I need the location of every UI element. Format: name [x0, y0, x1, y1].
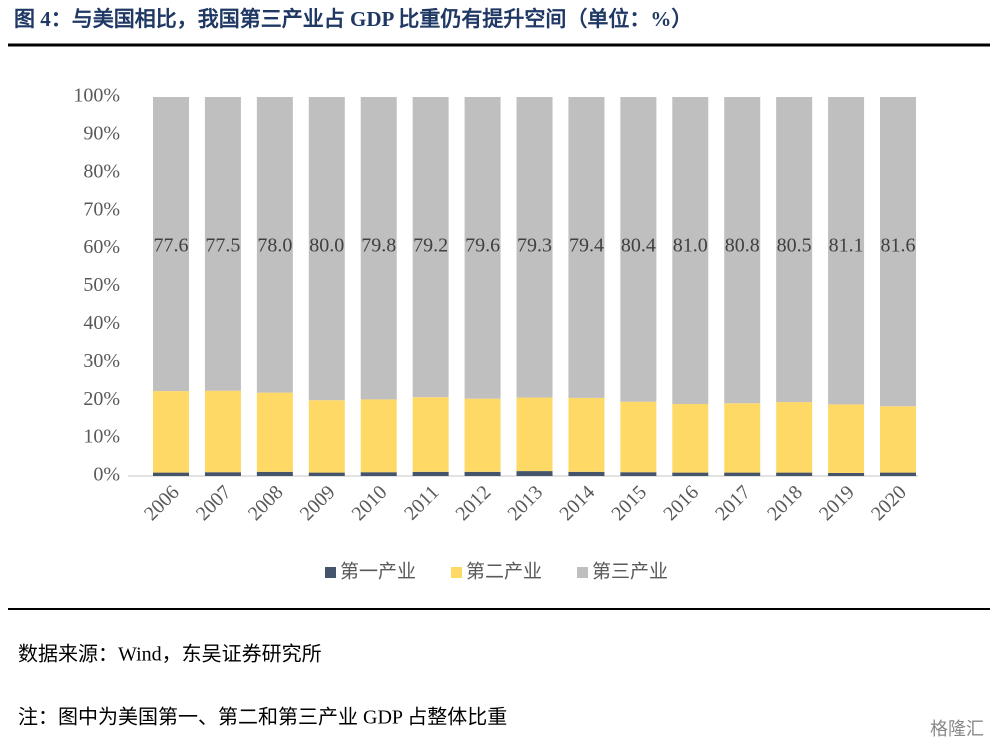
bar-segment: [568, 97, 605, 398]
source: 数据来源：Wind，东吴证券研究所: [18, 643, 322, 666]
bar-segment: [412, 97, 449, 398]
bar-segment: [828, 97, 865, 405]
legend-label: 第二产业: [466, 560, 542, 582]
data-label: 81.6: [881, 235, 916, 257]
legend-label: 第三产业: [592, 560, 668, 582]
bar-segment: [724, 472, 761, 476]
bar-segment: [412, 397, 449, 472]
data-label: 81.0: [673, 235, 708, 257]
bar-segment: [620, 97, 657, 402]
bar-segment: [880, 406, 917, 473]
bar-segment: [256, 97, 293, 393]
legend-swatch: [451, 567, 462, 578]
bar-segment: [464, 97, 501, 399]
bar-segment: [153, 97, 189, 392]
y-tick-label: 60%: [83, 236, 120, 258]
bar-segment: [360, 472, 397, 476]
bar-segment: [828, 472, 865, 476]
y-tick-label: 90%: [83, 122, 120, 144]
legend-swatch: [325, 567, 336, 578]
y-tick-label: 50%: [83, 274, 120, 296]
y-tick-label: 40%: [83, 312, 120, 334]
y-tick-label: 70%: [83, 198, 120, 220]
bar-segment: [672, 403, 709, 473]
x-tick-label: 2019: [815, 481, 859, 525]
x-tick-label: 2011: [400, 481, 443, 524]
bar-segment: [724, 403, 761, 473]
bar-segment: [880, 472, 917, 476]
x-tick-label: 2008: [244, 481, 288, 525]
x-tick-label: 2010: [348, 481, 392, 525]
x-tick-label: 2020: [867, 481, 911, 525]
x-tick-label: 2006: [140, 481, 184, 525]
bar-segment: [256, 392, 293, 472]
data-label: 79.2: [413, 235, 448, 257]
y-tick-label: 30%: [83, 350, 120, 372]
bar-segment: [412, 471, 449, 476]
bar-segment: [153, 472, 189, 476]
note: 注：图中为美国第一、第二和第三产业 GDP 占整体比重: [18, 706, 507, 729]
bar-segment: [204, 97, 241, 391]
bar-segment: [464, 471, 501, 476]
bar-segment: [776, 472, 813, 476]
bar-segment: [828, 404, 865, 473]
bar-segment: [308, 472, 345, 476]
bar-segment: [568, 397, 605, 472]
chart-title: 图 4：与美国相比，我国第三产业占 GDP 比重仍有提升空间（单位：%）: [14, 7, 692, 31]
x-tick-label: 2013: [503, 481, 547, 525]
x-tick-label: 2007: [192, 481, 236, 525]
legend-swatch: [577, 567, 588, 578]
bar-segment: [516, 397, 553, 472]
bar-segment: [256, 471, 293, 476]
y-tick-label: 20%: [83, 388, 120, 410]
data-label: 78.0: [257, 235, 292, 257]
x-tick-label: 2012: [452, 481, 496, 525]
y-tick-label: 100%: [73, 85, 120, 107]
y-tick-label: 80%: [83, 160, 120, 182]
data-label: 80.0: [309, 235, 344, 257]
bar-segment: [516, 471, 553, 476]
y-tick-label: 0%: [93, 464, 120, 486]
bar-segment: [776, 97, 813, 403]
bar-segment: [204, 390, 241, 473]
data-label: 81.1: [829, 235, 864, 257]
y-tick-label: 10%: [83, 426, 120, 448]
bar-segment: [620, 401, 657, 473]
bar-segment: [620, 472, 657, 476]
bar-segment: [880, 97, 917, 407]
watermark: 格隆汇: [930, 719, 984, 740]
bar-segment: [516, 97, 553, 398]
x-tick-label: 2009: [296, 481, 340, 525]
bar-segment: [308, 400, 345, 473]
data-label: 79.8: [361, 235, 396, 257]
data-label: 77.5: [205, 235, 240, 257]
data-label: 80.4: [621, 235, 656, 257]
bar-segment: [360, 97, 397, 400]
bar-segment: [568, 471, 605, 476]
bar-segment: [204, 472, 241, 476]
bar-segment: [672, 472, 709, 476]
x-tick-label: 2016: [659, 481, 703, 525]
bar-segment: [776, 402, 813, 473]
x-tick-label: 2015: [607, 481, 651, 525]
data-label: 77.6: [154, 235, 189, 257]
data-label: 80.5: [777, 235, 812, 257]
x-tick-label: 2018: [763, 481, 807, 525]
data-label: 79.4: [569, 235, 604, 257]
data-label: 79.3: [517, 235, 552, 257]
data-label: 79.6: [465, 235, 500, 257]
data-label: 80.8: [725, 235, 760, 257]
bar-segment: [672, 97, 709, 404]
bar-segment: [464, 398, 501, 472]
bar-segment: [360, 399, 397, 473]
bar-segment: [308, 97, 345, 401]
x-tick-label: 2014: [555, 481, 599, 525]
bar-segment: [153, 391, 189, 473]
legend-label: 第一产业: [340, 560, 416, 582]
bar-segment: [724, 97, 761, 404]
x-tick-label: 2017: [711, 481, 755, 525]
